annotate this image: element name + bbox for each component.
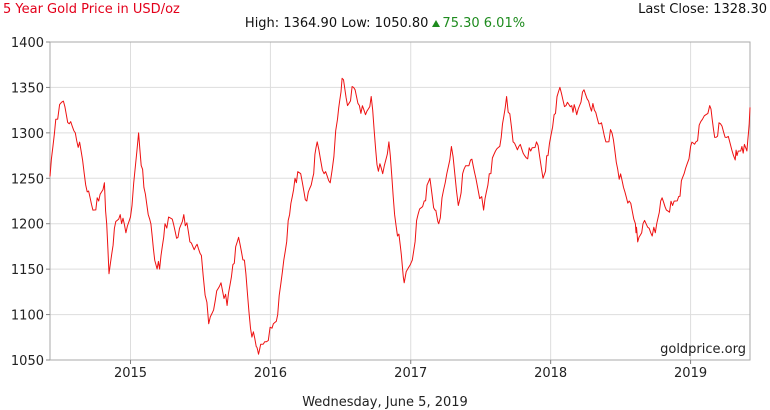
x-tick-label: 2018 [534, 366, 567, 381]
price-change: 75.30 6.01% [442, 16, 526, 31]
high-value: 1364.90 [283, 16, 338, 31]
y-axis-ticks: 1050 1100 1150 1200 1250 1300 1350 1400 [11, 36, 50, 369]
y-tick-label: 1200 [11, 218, 44, 233]
axes [49, 41, 751, 361]
y-tick-label: 1350 [11, 81, 44, 96]
x-tick-label: 2017 [394, 366, 427, 381]
up-arrow-icon [432, 19, 441, 27]
x-axis-ticks: 2015 2016 2017 2018 2019 [114, 360, 707, 381]
source-watermark: goldprice.org [660, 342, 746, 357]
chart-title: 5 Year Gold Price in USD/oz [3, 2, 180, 17]
grid-lines [50, 41, 750, 361]
y-tick-label: 1400 [11, 36, 44, 51]
plot-frame [49, 41, 751, 361]
low-value: 1050.80 [374, 16, 429, 31]
low-label: Low: [341, 16, 371, 31]
price-stats: High: 1364.90 Low: 1050.80 75.30 6.01% [0, 16, 770, 31]
y-tick-label: 1250 [11, 172, 44, 187]
y-tick-label: 1050 [11, 354, 44, 369]
y-tick-label: 1100 [11, 309, 44, 324]
high-label: High: [244, 16, 280, 31]
x-tick-label: 2019 [674, 366, 707, 381]
x-tick-label: 2016 [254, 366, 287, 381]
y-tick-label: 1300 [11, 127, 44, 142]
last-close: Last Close: 1328.30 [638, 2, 767, 17]
current-date: Wednesday, June 5, 2019 [302, 395, 468, 410]
gold-price-line [49, 77, 751, 355]
x-tick-label: 2015 [114, 366, 147, 381]
y-tick-label: 1150 [11, 263, 44, 278]
